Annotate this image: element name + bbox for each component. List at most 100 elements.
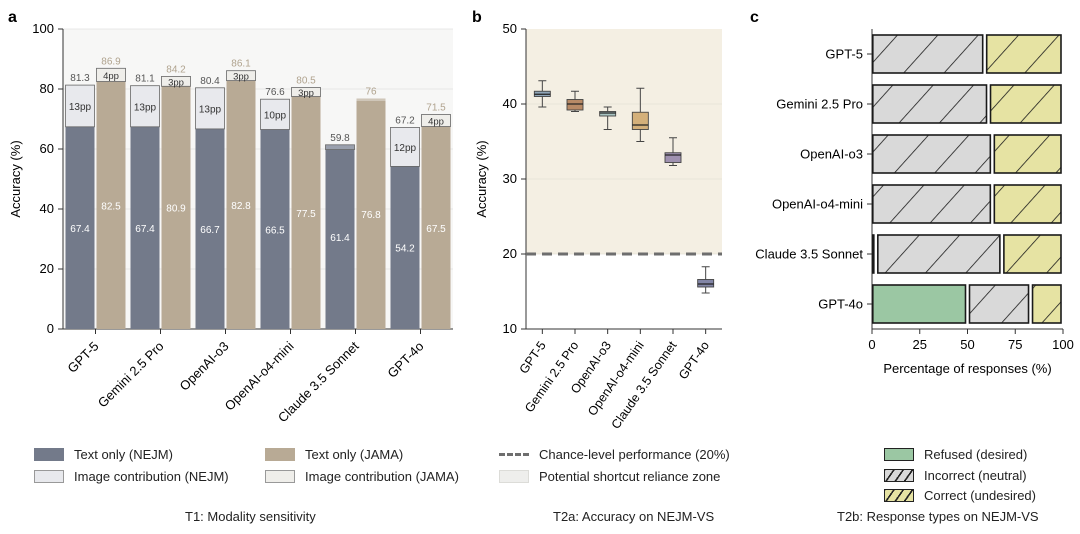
segment-incorrect-outline: [871, 184, 992, 224]
y-tick-label: 30: [503, 171, 517, 186]
y-tick-label: 0: [47, 321, 54, 336]
x-tick-label: 50: [960, 337, 974, 352]
segment-refused-outline: [871, 284, 967, 324]
bar-text-only-jama: [96, 81, 126, 329]
legend-label: Incorrect (neutral): [924, 468, 1027, 483]
segment-correct-outline: [1031, 284, 1062, 324]
segment-correct-hatch: [994, 185, 1061, 223]
y-tick-label: 20: [503, 246, 517, 261]
bar-image-contribution-nejm: [390, 127, 420, 167]
bar-image-contribution-jama: [161, 76, 191, 87]
legend-label: Text only (JAMA): [305, 447, 404, 462]
y-tick-label: 40: [503, 96, 517, 111]
x-tick-label: GPT-4o: [676, 339, 712, 382]
value-label-jama: 67.5: [426, 224, 446, 235]
legend-chance-level: Chance-level performance (20%): [499, 447, 730, 462]
y-tick-label: GPT-4o: [818, 297, 863, 312]
segment-incorrect-outline: [871, 134, 992, 174]
value-label-jama: 80.9: [166, 204, 186, 215]
bar-image-contribution-jama: [421, 114, 451, 127]
total-label-nejm: 67.2: [395, 115, 415, 126]
image-contribution-label: 3pp: [168, 77, 184, 88]
image-contribution-label: 3pp: [298, 88, 314, 99]
legend-label: Correct (undesired): [924, 488, 1036, 503]
segment-incorrect-outline: [871, 84, 988, 124]
legend-dash-chance: [499, 453, 529, 456]
panel-letter-a: a: [8, 9, 17, 26]
x-tick-label: 75: [1008, 337, 1022, 352]
bar-image-contribution-jama: [356, 98, 386, 101]
panel-a-modality-chart: 0 20 40 60 80 100 Accuracy (%) 13pp 81.3 67.4 4pp 8…: [8, 21, 453, 425]
legend-swatch-incorrect: [884, 469, 914, 482]
box-iqr: [631, 111, 649, 130]
segment-incorrect-outline: [877, 234, 1001, 274]
legend-image-contribution-jama: Image contribution (JAMA): [265, 469, 459, 484]
segment-refused: [872, 285, 966, 323]
caption-panel-b: T2a: Accuracy on NEJM-VS: [553, 509, 715, 524]
image-contribution-label: 10pp: [264, 110, 287, 121]
legend-incorrect: Incorrect (neutral): [884, 468, 1027, 483]
box-iqr: [664, 152, 682, 163]
legend-image-contribution-nejm: Image contribution (NEJM): [34, 469, 229, 484]
value-label-jama: 76.8: [361, 210, 381, 221]
total-label-nejm: 59.8: [330, 133, 350, 144]
bar-image-contribution-jama: [226, 70, 256, 81]
segment-correct-hatch: [994, 135, 1061, 173]
segment-incorrect-hatch: [877, 235, 1000, 273]
legend-swatch-correct: [884, 489, 914, 502]
segment-incorrect-hatch: [872, 185, 991, 223]
total-label-jama: 86.9: [101, 56, 121, 67]
value-label-nejm: 67.4: [135, 224, 155, 235]
value-label-nejm: 66.7: [200, 225, 220, 236]
x-tick-label: 25: [913, 337, 927, 352]
box-iqr: [697, 279, 715, 288]
segment-correct-hatch: [990, 85, 1061, 123]
box-iqr: [566, 99, 584, 111]
value-label-nejm: 67.4: [70, 224, 90, 235]
segment-correct-outline: [985, 34, 1062, 74]
y-axis-label: Accuracy (%): [474, 140, 489, 217]
total-label-jama: 84.2: [166, 64, 186, 75]
legend-swatch-refused: [884, 448, 914, 461]
bar-text-only-jama: [291, 96, 321, 329]
segment-correct-outline: [993, 134, 1062, 174]
image-contribution-label: 13pp: [199, 104, 222, 115]
legend-correct: Correct (undesired): [884, 488, 1036, 503]
legend-swatch-text-only-jama: [265, 448, 295, 461]
x-tick-label: OpenAI-o4-mini: [222, 338, 297, 413]
segment-correct-outline: [1003, 234, 1062, 274]
segment-incorrect-outline: [871, 34, 984, 74]
image-contribution-label: 13pp: [69, 102, 92, 113]
x-tick-label: GPT-5: [517, 339, 549, 377]
bar-image-contribution-jama: [291, 87, 321, 97]
legend-label: Text only (NEJM): [74, 447, 173, 462]
segment-incorrect-hatch: [872, 135, 991, 173]
segment-correct-outline: [989, 84, 1062, 124]
legend-swatch-image-jama: [265, 470, 295, 483]
y-tick-label: Gemini 2.5 Pro: [776, 97, 863, 112]
x-tick-label: GPT-5: [64, 339, 101, 376]
bar-image-contribution-nejm: [65, 84, 95, 128]
bar-image-contribution-nejm: [325, 144, 355, 151]
bar-image-contribution-nejm: [195, 87, 225, 130]
total-label-jama: 76: [365, 87, 377, 98]
x-tick-label: 100: [1052, 337, 1074, 352]
caption-panel-c: T2b: Response types on NEJM-VS: [837, 509, 1039, 524]
x-tick-label: OpenAI-o3: [177, 339, 232, 394]
legend-swatch-text-only-nejm: [34, 448, 64, 461]
x-tick-label: 0: [868, 337, 875, 352]
legend-label: Image contribution (NEJM): [74, 469, 229, 484]
y-tick-label: 20: [40, 261, 54, 276]
x-tick-label: GPT-4o: [384, 339, 426, 381]
value-label-jama: 82.5: [101, 201, 121, 212]
segment-incorrect-hatch: [872, 35, 983, 73]
y-tick-label: GPT-5: [825, 47, 863, 62]
y-tick-label: OpenAI-o4-mini: [772, 197, 863, 212]
bar-text-only-jama: [356, 98, 386, 329]
y-tick-label: OpenAI-o3: [800, 147, 863, 162]
box-iqr: [599, 111, 617, 117]
total-label-nejm: 81.1: [135, 74, 155, 85]
